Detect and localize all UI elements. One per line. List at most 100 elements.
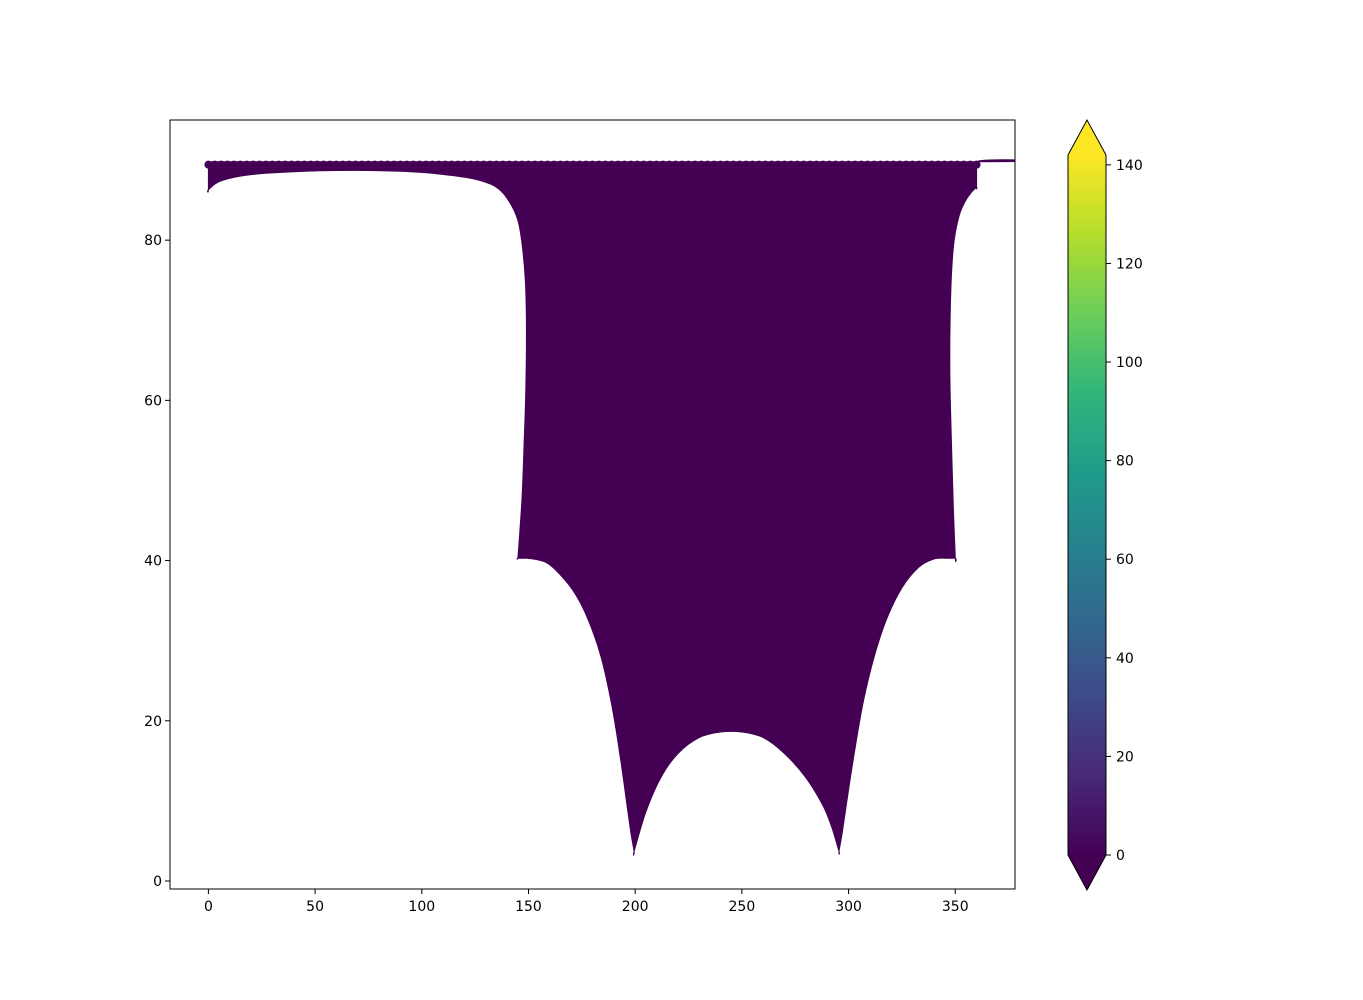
scatter-point [422,160,431,169]
scatter-point [550,160,559,169]
scatter-point [697,160,706,169]
scatter-point [882,160,891,169]
scatter-point [492,160,501,169]
scatter-point [294,160,303,169]
scatter-point [614,160,623,169]
scatter-point [537,160,546,169]
scatter-point [230,160,239,169]
scatter-point [716,160,725,169]
plot-area [169,119,1016,890]
scatter-point [223,160,232,169]
scatter-point [236,160,245,169]
scatter-point [972,160,981,169]
scatter-point [582,160,591,169]
scatter-point [594,160,603,169]
scatter-point [217,160,226,169]
scatter-point [876,160,885,169]
scatter-point [940,160,949,169]
y-tick-label: 40 [144,554,162,570]
scatter-point [358,160,367,169]
scatter-point [575,160,584,169]
scatter-point [774,160,783,169]
scatter-point [646,160,655,169]
scatter-point [204,160,213,169]
scatter-point [268,160,277,169]
scatter-point [364,160,373,169]
x-tick-label: 0 [204,899,213,915]
scatter-point [569,160,578,169]
scatter-point [671,160,680,169]
scatter-point [415,160,424,169]
scatter-point [607,160,616,169]
scatter-point [441,160,450,169]
top-scallop-markers [204,160,981,169]
scatter-point [326,160,335,169]
colorbar-tick-label: 140 [1116,158,1143,174]
scatter-point [530,160,539,169]
scatter-point [863,160,872,169]
scatter-point [242,160,251,169]
colorbar-extend-max [1068,120,1106,155]
scatter-point [338,160,347,169]
scatter-point [806,160,815,169]
scatter-point [722,160,731,169]
colorbar-tick-label: 0 [1116,848,1125,864]
scatter-point [274,160,283,169]
scatter-point [518,160,527,169]
scatter-point [953,160,962,169]
y-tick-label: 60 [144,393,162,409]
scatter-point [934,160,943,169]
colorbar-tick-label: 80 [1116,454,1134,470]
scatter-point [402,160,411,169]
scatter-point [447,160,456,169]
colorbar-tick-label: 40 [1116,651,1134,667]
scatter-point [281,160,290,169]
scatter-point [633,160,642,169]
colorbar-tick-label: 60 [1116,552,1134,568]
x-tick-label: 300 [835,899,862,915]
scatter-point [927,160,936,169]
scatter-point [588,160,597,169]
scatter-point [761,160,770,169]
scatter-point [812,160,821,169]
data-region [207,159,1015,856]
scatter-point [255,160,264,169]
scatter-point [313,160,322,169]
scatter-point [332,160,341,169]
colorbar-extend-min [1068,855,1106,890]
scatter-point [479,160,488,169]
scatter-point [921,160,930,169]
scatter-point [678,160,687,169]
scatter-point [556,160,565,169]
scatter-point [466,160,475,169]
scatter-point [306,160,315,169]
scatter-point [626,160,635,169]
colorbar: 0 20 40 60 80 100 120 140 [1067,118,1143,892]
scatter-point [767,160,776,169]
scatter-point [377,160,386,169]
y-tick-label: 20 [144,714,162,730]
scatter-point [825,160,834,169]
scatter-point [966,160,975,169]
scatter-point [684,160,693,169]
colorbar-tick-label: 20 [1116,749,1134,765]
scatter-point [742,160,751,169]
scatter-point [454,160,463,169]
y-tick-label: 0 [153,874,162,890]
scatter-point [658,160,667,169]
scatter-point [889,160,898,169]
scatter-point [850,160,859,169]
y-axis: 0 20 40 60 80 [144,233,170,890]
scatter-point [895,160,904,169]
scatter-point [562,160,571,169]
scatter-point [754,160,763,169]
scatter-point [345,160,354,169]
scatter-point [460,160,469,169]
colorbar-tick-label: 100 [1116,355,1143,371]
scatter-point [735,160,744,169]
scatter-point [818,160,827,169]
scatter-point [748,160,757,169]
scatter-point [351,160,360,169]
scatter-point [690,160,699,169]
